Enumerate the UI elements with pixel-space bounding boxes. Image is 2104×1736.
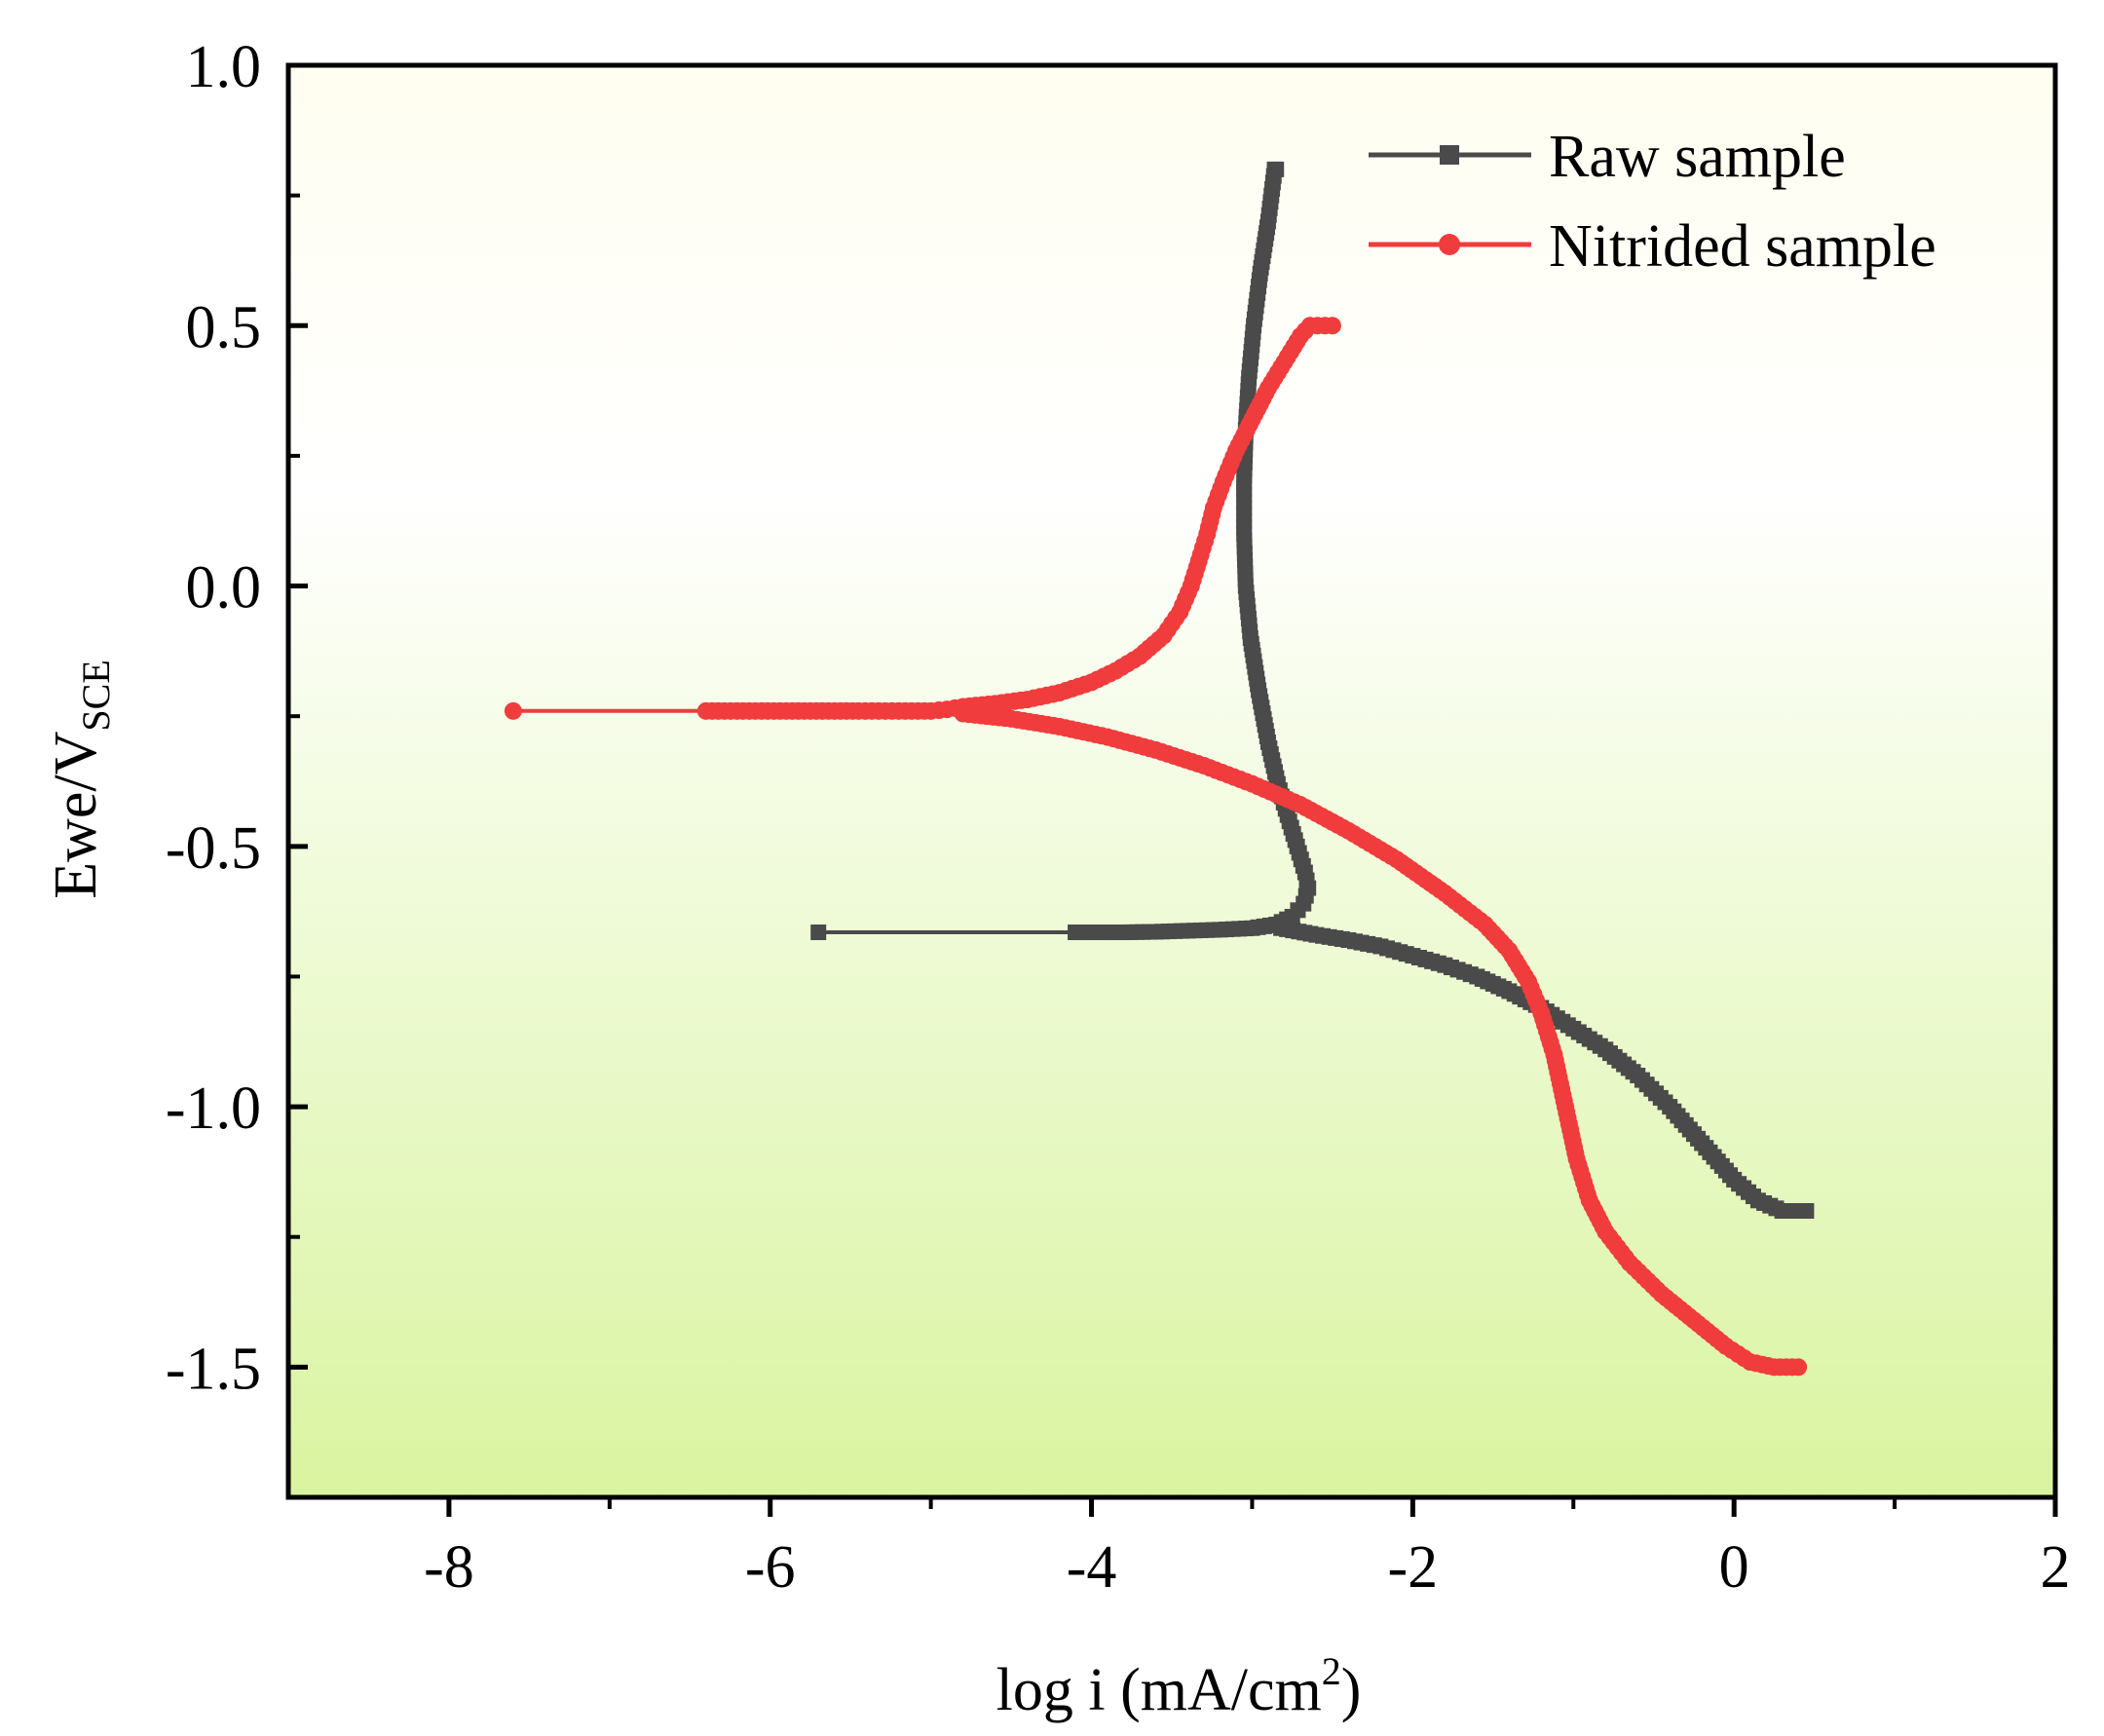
x-tick-label: 0 [1719,1534,1749,1601]
legend-marker-square [1440,145,1459,165]
x-tick-label: -6 [745,1534,796,1601]
legend-label-nitrided: Nitrided sample [1549,213,1936,280]
x-tick-label: -8 [424,1534,474,1601]
x-tick-label: -4 [1067,1534,1117,1601]
y-tick-label: 0.0 [186,555,262,622]
x-axis-title: log i (mA/cm2) [996,1649,1362,1723]
y-tick-label: -1.5 [166,1336,261,1402]
y-tick-label: -1.0 [166,1076,261,1142]
legend-label-raw: Raw sample [1549,124,1846,190]
data-point [504,701,522,720]
x-tick-label: 2 [2041,1534,2071,1601]
y-tick-label: 1.0 [186,34,262,100]
legend-item-nitrided: Nitrided sample [1369,213,1936,280]
plot-frame [285,62,2058,1500]
y-tick-label: -0.5 [166,815,261,882]
data-point [1268,161,1285,177]
plot-background [288,65,2055,1497]
series-layer [504,161,1815,1377]
data-point [1323,317,1341,335]
legend: Raw sample Nitrided sample [1369,124,1936,280]
series-nitrided [504,317,1808,1377]
data-point [1798,1203,1815,1219]
y-tick-label: 0.5 [186,294,262,360]
y-axis-title: Ewe/VSCE [43,660,118,899]
y-axis-title-subscript: SCE [74,660,118,731]
series-raw [810,161,1815,1219]
legend-item-raw: Raw sample [1369,124,1846,190]
x-axis-title-superscript: 2 [1322,1649,1341,1693]
y-axis-ticks: 1.0 0.5 0.0 -0.5 -1.0 -1.5 [166,34,308,1402]
data-point [1789,1358,1808,1377]
x-axis-ticks: -8 -6 -4 -2 0 2 [424,1497,2071,1601]
x-tick-label: -2 [1388,1534,1439,1601]
legend-marker-circle [1439,234,1460,255]
data-point [810,925,827,941]
